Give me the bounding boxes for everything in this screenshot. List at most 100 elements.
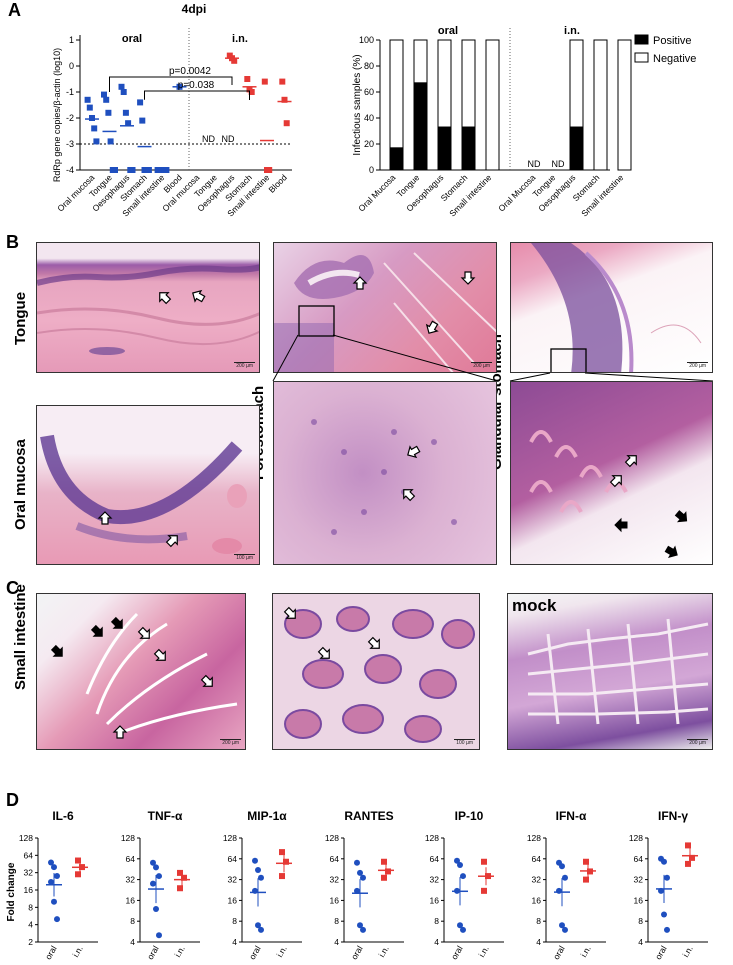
y-axis-label: Infectious samples (%) <box>352 54 363 155</box>
chart-title: 4dpi <box>182 2 207 16</box>
scale-bar: 200 µm <box>687 739 708 746</box>
y-tick-label: 32 <box>532 875 542 885</box>
data-point <box>281 96 288 103</box>
y-tick-label: 64 <box>228 854 238 864</box>
data-point-oral <box>357 922 363 929</box>
legend-swatch-negative <box>634 52 649 63</box>
x-tick-label: oral <box>247 944 263 961</box>
x-tick-label: i.n. <box>476 944 490 959</box>
arrow-icon <box>112 626 213 739</box>
data-point-oral <box>156 873 162 880</box>
data-point <box>283 120 290 127</box>
data-point-oral <box>54 873 60 880</box>
data-point <box>89 115 95 121</box>
data-point <box>261 78 268 85</box>
y-tick-label: 32 <box>126 875 136 885</box>
data-point-oral <box>562 926 568 933</box>
y-tick-label: 64 <box>330 854 340 864</box>
cytokine-title: IFN-α <box>556 809 587 823</box>
y-tick-label: 16 <box>24 885 34 895</box>
arrow-icon <box>159 289 206 305</box>
data-point <box>231 57 238 64</box>
y-tick-label: 40 <box>364 113 374 123</box>
y-tick-label: 100 <box>359 35 374 45</box>
x-tick-label: oral <box>43 944 59 961</box>
x-tick-label: oral <box>349 944 365 961</box>
x-tick-label: oral <box>551 944 567 961</box>
data-point <box>244 76 251 82</box>
data-point-in <box>583 858 589 865</box>
y-tick-label: 128 <box>19 833 33 843</box>
scale-bar: 200 µm <box>471 362 492 369</box>
legend-swatch-positive <box>634 34 649 45</box>
arrow-icon <box>50 616 123 657</box>
y-tick-label: 128 <box>629 833 643 843</box>
y-tick-label: -2 <box>66 113 74 123</box>
data-point-in <box>685 842 691 849</box>
y-tick-label: 16 <box>330 895 340 905</box>
bar-negative <box>617 39 632 171</box>
micrograph-glandular-zoom <box>510 381 713 565</box>
data-point-in <box>279 849 285 856</box>
data-point-oral <box>357 869 363 876</box>
data-point-in <box>181 874 187 881</box>
y-axis-label: RdRp gene copies/β-actin (log10) <box>52 48 62 182</box>
cytokine-title: RANTES <box>344 809 393 823</box>
data-point-in <box>75 857 81 864</box>
y-tick-label: 16 <box>634 895 644 905</box>
scale-bar: 100 µm <box>454 739 475 746</box>
data-point-oral <box>559 922 565 929</box>
significance-bracket <box>109 76 233 92</box>
data-point-oral <box>51 898 57 905</box>
y-tick-label: 4 <box>28 920 33 930</box>
data-point-in <box>481 887 487 894</box>
y-tick-label: 128 <box>121 833 135 843</box>
data-point-oral <box>156 932 162 939</box>
p-value-label: p=0.038 <box>178 80 215 91</box>
data-point <box>105 109 112 116</box>
data-point <box>107 138 114 145</box>
arrow-icon <box>403 445 421 502</box>
y-tick-label: 8 <box>28 902 33 912</box>
chart-cytokines: Fold change IL-6 2 4 8 16 32 64 128 oral i.n. TNF-α… <box>6 809 708 961</box>
y-tick-label: 60 <box>364 87 374 97</box>
data-point <box>248 89 255 95</box>
y-tick-label: 32 <box>24 868 34 878</box>
cytokine-title: TNF-α <box>148 809 183 823</box>
y-axis-label: Fold change <box>6 862 17 921</box>
scale-bar: 200 µm <box>220 739 241 746</box>
bar-positive <box>389 147 404 171</box>
data-point-oral <box>460 873 466 880</box>
data-point-oral <box>48 879 54 886</box>
data-point-in <box>283 858 289 865</box>
data-point <box>118 83 125 90</box>
y-tick-label: 32 <box>228 875 238 885</box>
group-label-oral: oral <box>438 25 458 37</box>
y-tick-label: 4 <box>638 937 643 947</box>
micrograph-oral-mucosa: 100 µm <box>36 405 260 565</box>
data-point-oral <box>51 864 57 871</box>
y-tick-label: 128 <box>325 833 339 843</box>
bar-positive <box>461 126 476 171</box>
x-tick-label: i.n. <box>274 944 288 959</box>
data-point-in <box>381 874 387 881</box>
data-point <box>122 109 129 116</box>
y-tick-label: 8 <box>130 916 135 926</box>
data-point <box>101 91 107 98</box>
data-point-oral <box>255 867 261 874</box>
panel-letter-b: B <box>6 232 19 252</box>
data-point-oral <box>54 916 60 923</box>
y-tick-label: 80 <box>364 61 374 71</box>
group-label-in: i.n. <box>232 33 248 45</box>
micrograph-mock: mock 200 µm <box>507 593 713 750</box>
y-tick-label: 16 <box>430 895 440 905</box>
data-point <box>84 96 91 103</box>
micrograph-small-intestine-zoom: 100 µm <box>272 593 480 750</box>
data-point-in <box>177 869 183 876</box>
nd-label: ND <box>222 134 235 144</box>
panel-letter-c: C <box>6 578 19 598</box>
y-tick-label: -1 <box>66 87 74 97</box>
data-point-oral <box>556 887 562 894</box>
y-tick-label: 32 <box>430 875 440 885</box>
y-tick-label: -4 <box>66 165 74 175</box>
